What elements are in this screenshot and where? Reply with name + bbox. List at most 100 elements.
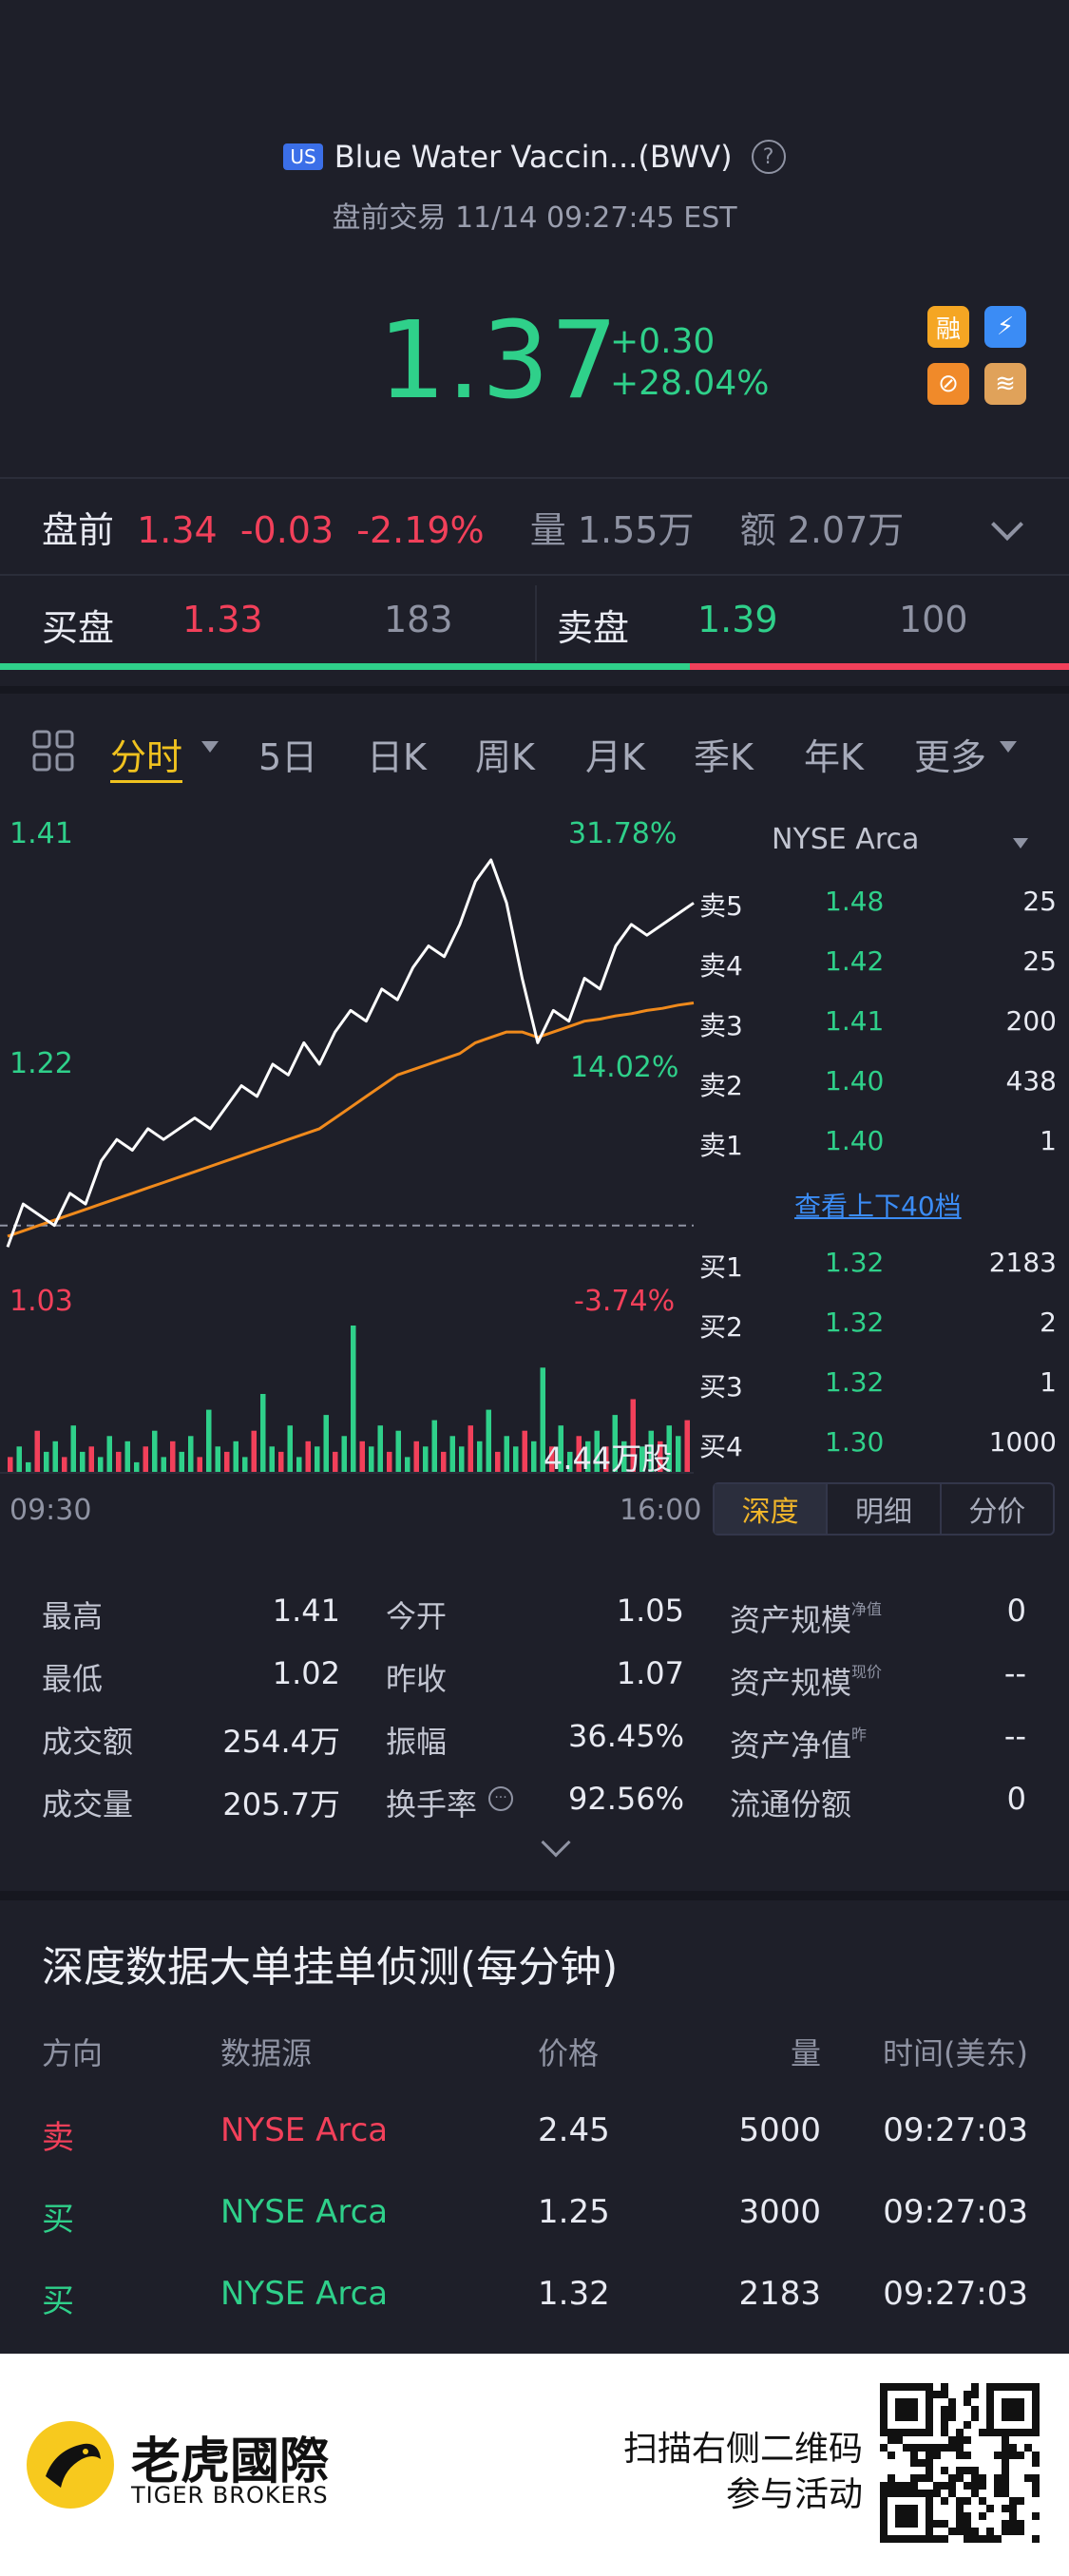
volume-bar <box>351 1326 356 1473</box>
y-high-label: 1.41 <box>10 817 73 850</box>
volume-bar <box>486 1409 491 1473</box>
volume-bar <box>296 1457 302 1473</box>
col-qty: 量 <box>790 2035 821 2071</box>
bid-ask-row: 买盘 1.33 183 卖盘 1.39 100 <box>0 576 1069 667</box>
volume-bar <box>44 1451 49 1473</box>
y-low-label: 1.03 <box>10 1285 73 1318</box>
stat-turnover-label: 换手率 <box>386 1786 478 1822</box>
ask-qty: 100 <box>899 599 968 640</box>
ask-label: 卖盘 <box>557 607 630 649</box>
avg-price-line <box>7 1002 695 1238</box>
exchange-select[interactable]: NYSE Arca <box>772 823 920 856</box>
tab-weekly[interactable]: 周K <box>475 736 535 778</box>
grid-icon[interactable] <box>32 730 74 772</box>
table-row[interactable]: 买 NYSE Arca 1.25 3000 09:27:03 <box>0 2193 1069 2250</box>
volume-bar <box>648 1430 654 1473</box>
volume-bar <box>369 1446 374 1473</box>
tab-details[interactable]: 明细 <box>828 1484 942 1534</box>
stat-volume-label: 成交量 <box>42 1786 134 1822</box>
bid-level-qty: 2183 <box>988 1247 1057 1278</box>
row-qty: 3000 <box>738 2193 821 2231</box>
volume-bar <box>531 1441 537 1473</box>
row-source: NYSE Arca <box>220 2111 389 2149</box>
ask-level-label: 卖2 <box>699 1070 743 1101</box>
margin-icon[interactable]: 融 <box>927 306 969 348</box>
stat-nav-label: 资产净值昨 <box>730 1722 867 1765</box>
caret-down-icon[interactable] <box>1000 741 1017 753</box>
tab-price-distribution[interactable]: 分价 <box>968 1496 1026 1529</box>
volume-bar <box>504 1436 509 1474</box>
volume-bar <box>315 1446 320 1473</box>
volume-bar <box>540 1367 545 1473</box>
bid-label: 买盘 <box>42 607 115 649</box>
tab-intraday[interactable]: 分时 <box>110 728 183 783</box>
premarket-row[interactable]: 盘前 1.34 -0.03 -2.19% 量 1.55万 额 2.07万 <box>42 502 915 559</box>
bid-level-qty: 2 <box>1040 1307 1057 1338</box>
volume-bar <box>603 1446 609 1473</box>
lightning-icon[interactable]: ⚡ <box>984 306 1026 348</box>
row-price: 2.45 <box>538 2111 610 2149</box>
stat-prev-close: 1.07 <box>616 1655 684 1691</box>
volume-bar <box>88 1446 94 1473</box>
volume-bar <box>251 1430 257 1473</box>
tab-depth[interactable]: 深度 <box>715 1484 829 1534</box>
premarket-change: -0.03 <box>239 509 334 551</box>
volume-bar <box>449 1436 455 1474</box>
price-change-block: +0.30 +28.04% <box>610 321 769 405</box>
table-row[interactable]: 买 NYSE Arca 1.32 2183 09:27:03 <box>0 2275 1069 2332</box>
stat-low: 1.02 <box>272 1655 340 1691</box>
table-row[interactable]: 卖 NYSE Arca 2.45 5000 09:27:03 <box>0 2111 1069 2168</box>
intraday-chart[interactable] <box>0 812 703 1497</box>
tab-monthly[interactable]: 月K <box>585 736 645 778</box>
volume-bar <box>333 1451 338 1473</box>
tab-daily[interactable]: 日K <box>367 736 427 778</box>
premarket-change-pct: -2.19% <box>356 509 485 551</box>
bid-row: 买2 1.32 2 <box>699 1293 1060 1353</box>
volume-bar <box>495 1451 501 1473</box>
ask-price: 1.39 <box>697 599 778 640</box>
help-icon[interactable]: ? <box>751 140 786 174</box>
ask-level-price: 1.40 <box>825 1125 885 1156</box>
bid-row: 买4 1.30 1000 <box>699 1413 1060 1473</box>
volume-bar <box>16 1446 22 1473</box>
expand-stats-icon[interactable] <box>541 1827 571 1858</box>
tab-5day[interactable]: 5日 <box>258 736 318 778</box>
volume-bar <box>513 1446 519 1473</box>
volume-bar <box>70 1425 76 1473</box>
caret-down-icon[interactable] <box>1013 838 1028 849</box>
tab-yearly[interactable]: 年K <box>804 736 864 778</box>
stat-high: 1.41 <box>272 1593 340 1629</box>
session-subtitle: 盘前交易 11/14 09:27:45 EST <box>332 201 737 235</box>
row-price: 1.32 <box>538 2275 610 2313</box>
header-title-row: US Blue Water Vaccin...(BWV) ? <box>0 135 1069 179</box>
ask-row: 卖1 1.40 1 <box>699 1112 1060 1172</box>
ask-level-qty: 25 <box>1022 945 1057 977</box>
view-40-levels-link[interactable]: 查看上下40档 <box>794 1191 962 1222</box>
volume-bar <box>666 1425 672 1473</box>
volume-bar <box>62 1457 67 1473</box>
info-icon[interactable]: ··· <box>488 1786 513 1811</box>
caret-down-icon[interactable] <box>201 741 219 753</box>
tab-more[interactable]: 更多 <box>914 736 987 778</box>
volume-bar <box>80 1451 86 1473</box>
ask-level-label: 卖5 <box>699 890 743 922</box>
no-short-icon[interactable]: ⊘ <box>927 363 969 405</box>
volume-bar <box>684 1420 690 1473</box>
col-time: 时间(美东) <box>883 2035 1028 2071</box>
tab-quarterly[interactable]: 季K <box>694 736 754 778</box>
volume-bar <box>477 1441 483 1473</box>
volume-bar <box>359 1441 365 1473</box>
price-change-pct: +28.04% <box>610 364 770 403</box>
promo-text-line2: 参与活动 <box>725 2475 863 2514</box>
chevron-down-icon[interactable] <box>991 508 1023 541</box>
divider <box>0 477 1069 479</box>
bid-qty: 183 <box>384 599 453 640</box>
layers-icon[interactable]: ≋ <box>984 363 1026 405</box>
stat-float-label: 流通份额 <box>730 1786 852 1822</box>
stat-amount-label: 成交额 <box>42 1724 134 1760</box>
ask-level-price: 1.42 <box>825 945 885 977</box>
stat-float: 0 <box>1006 1781 1026 1817</box>
brand-name-en: TIGER BROKERS <box>131 2482 329 2509</box>
volume-bar <box>341 1436 347 1474</box>
ask-level-qty: 1 <box>1040 1125 1057 1156</box>
